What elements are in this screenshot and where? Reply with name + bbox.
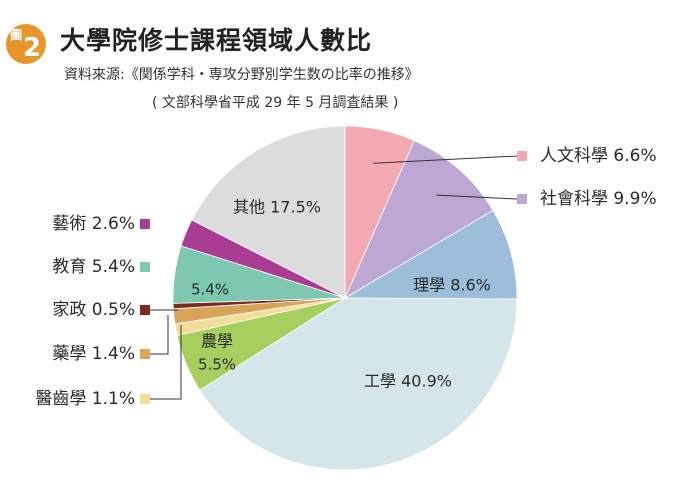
slice-value-4: 5.5%	[198, 356, 236, 374]
pie-slice-1	[344, 140, 494, 299]
legend-marker-5	[140, 394, 150, 404]
leader-line-6	[150, 315, 169, 355]
legend-marker-0	[517, 151, 527, 161]
leader-line-1	[436, 194, 518, 200]
leader-lines	[140, 151, 527, 404]
slice-label-1: 社會科學 9.9%	[540, 189, 657, 209]
slice-label-10: 其他 17.5%	[233, 198, 321, 217]
leader-line-5	[150, 325, 182, 400]
slice-label-5: 醫齒學 1.1%	[35, 389, 135, 409]
slice-label-3: 工學 40.9%	[364, 372, 452, 391]
pie-slice-3	[199, 297, 518, 471]
figure-badge-label: 圖	[10, 28, 23, 42]
slice-label-0: 人文科學 6.6%	[540, 146, 657, 166]
slice-label-9: 藝術 2.6%	[52, 214, 135, 234]
figure-badge: 圖 2	[6, 24, 46, 64]
slice-label-2: 理學 8.6%	[413, 276, 491, 295]
source-line-1: 資料來源:《関係学科・専攻分野別学生数の比率の推移》	[64, 67, 419, 83]
slice-labels: 人文科學 6.6% 社會科學 9.9% 理學 8.6% 工學 40.9% 農學 5.5% 醫…	[35, 146, 656, 409]
slice-label-7: 家政 0.5%	[52, 300, 135, 320]
slice-label-4: 農學	[201, 332, 233, 351]
pie-slice-2	[343, 209, 518, 300]
legend-marker-1	[517, 194, 527, 204]
slice-inside-value-8: 5.4%	[191, 281, 229, 299]
legend-marker-7	[140, 305, 150, 315]
pie-slices	[172, 125, 518, 471]
legend-marker-6	[140, 349, 150, 359]
leader-line-0	[373, 155, 518, 164]
pie-slice-10	[191, 125, 346, 299]
slice-label-8: 教育 5.4%	[52, 257, 135, 277]
slice-label-6: 藥學 1.4%	[52, 344, 135, 364]
legend-marker-8	[140, 262, 150, 272]
chart-title: 大學院修士課程領域人數比	[60, 26, 373, 55]
source-line-2: ( 文部科學省平成 29 年 5 月調査結果 )	[152, 95, 399, 111]
chart-header: 圖 2 大學院修士課程領域人數比 資料來源:《関係学科・専攻分野別学生数の比率の…	[0, 0, 700, 120]
legend-marker-9	[140, 219, 150, 229]
figure-badge-number: 2	[23, 33, 42, 63]
